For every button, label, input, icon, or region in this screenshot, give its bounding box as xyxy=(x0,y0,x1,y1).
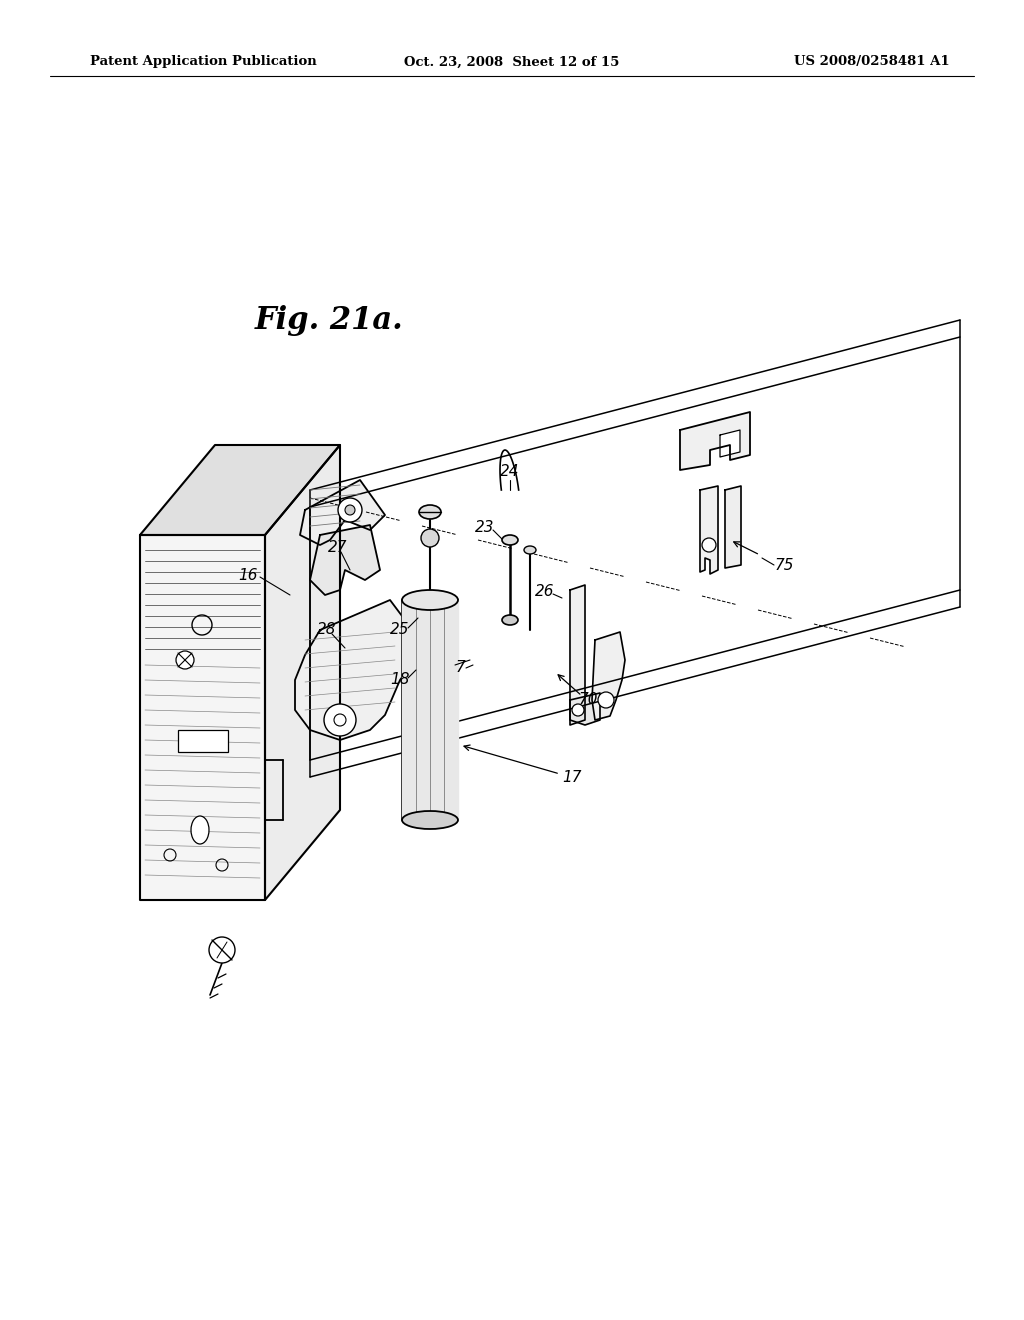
FancyArrowPatch shape xyxy=(734,543,758,554)
Polygon shape xyxy=(680,412,750,470)
Circle shape xyxy=(572,704,584,715)
Text: 24: 24 xyxy=(501,465,520,479)
Circle shape xyxy=(176,651,194,669)
Circle shape xyxy=(702,539,716,552)
Polygon shape xyxy=(570,693,600,725)
Circle shape xyxy=(334,714,346,726)
Text: Oct. 23, 2008  Sheet 12 of 15: Oct. 23, 2008 Sheet 12 of 15 xyxy=(404,55,620,69)
Polygon shape xyxy=(140,445,340,535)
Ellipse shape xyxy=(402,810,458,829)
Text: Patent Application Publication: Patent Application Publication xyxy=(90,55,316,69)
Ellipse shape xyxy=(524,546,536,554)
Ellipse shape xyxy=(191,816,209,843)
Polygon shape xyxy=(700,486,718,574)
Polygon shape xyxy=(265,445,340,900)
Text: Fig. 21a.: Fig. 21a. xyxy=(255,305,403,337)
Polygon shape xyxy=(295,601,420,741)
Polygon shape xyxy=(720,430,740,457)
Text: 27: 27 xyxy=(329,540,348,556)
Text: 7: 7 xyxy=(455,660,465,676)
Text: 28: 28 xyxy=(317,623,337,638)
Polygon shape xyxy=(402,601,458,820)
Polygon shape xyxy=(310,525,380,595)
Circle shape xyxy=(421,529,439,546)
Ellipse shape xyxy=(502,615,518,624)
Text: 70: 70 xyxy=(579,693,598,708)
Circle shape xyxy=(324,704,356,737)
Text: 23: 23 xyxy=(475,520,495,536)
Ellipse shape xyxy=(419,506,441,519)
Text: 18: 18 xyxy=(390,672,410,688)
Circle shape xyxy=(338,498,362,521)
Text: US 2008/0258481 A1: US 2008/0258481 A1 xyxy=(795,55,950,69)
Text: 75: 75 xyxy=(774,557,794,573)
Polygon shape xyxy=(570,585,585,725)
Text: 25: 25 xyxy=(390,623,410,638)
Polygon shape xyxy=(592,632,625,719)
Polygon shape xyxy=(300,480,385,545)
Polygon shape xyxy=(140,535,265,900)
Text: 26: 26 xyxy=(536,585,555,599)
Text: 17: 17 xyxy=(562,771,582,785)
Ellipse shape xyxy=(402,590,458,610)
Circle shape xyxy=(209,937,234,964)
Text: 16: 16 xyxy=(239,568,258,582)
Polygon shape xyxy=(725,486,741,568)
Circle shape xyxy=(345,506,355,515)
Ellipse shape xyxy=(502,535,518,545)
Bar xyxy=(178,730,228,752)
Circle shape xyxy=(598,692,614,708)
